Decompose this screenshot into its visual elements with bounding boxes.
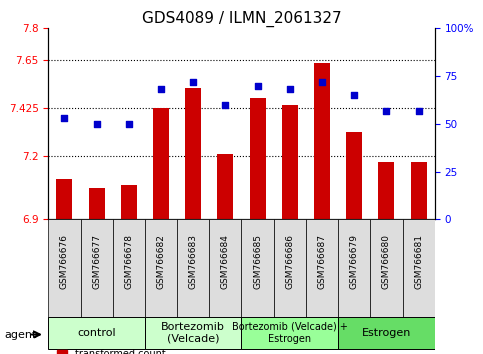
Text: Bortezomib
(Velcade): Bortezomib (Velcade) <box>161 322 225 344</box>
Bar <box>217 154 233 219</box>
FancyBboxPatch shape <box>274 219 306 319</box>
Point <box>189 79 197 85</box>
Text: GSM766680: GSM766680 <box>382 234 391 289</box>
Point <box>383 108 390 113</box>
Point <box>93 121 100 127</box>
FancyBboxPatch shape <box>306 219 338 319</box>
Text: Estrogen: Estrogen <box>362 328 411 338</box>
FancyBboxPatch shape <box>48 219 81 319</box>
Text: GSM766685: GSM766685 <box>253 234 262 289</box>
Text: GSM766684: GSM766684 <box>221 234 230 289</box>
Bar <box>282 105 298 219</box>
FancyBboxPatch shape <box>177 219 209 319</box>
Title: GDS4089 / ILMN_2061327: GDS4089 / ILMN_2061327 <box>142 11 341 27</box>
Bar <box>185 88 201 219</box>
FancyBboxPatch shape <box>402 219 435 319</box>
Point <box>286 87 294 92</box>
Text: GSM766677: GSM766677 <box>92 234 101 289</box>
Text: Bortezomib (Velcade) +
Estrogen: Bortezomib (Velcade) + Estrogen <box>232 322 348 344</box>
Text: GSM766678: GSM766678 <box>124 234 133 289</box>
Text: GSM766687: GSM766687 <box>317 234 327 289</box>
Bar <box>346 132 362 219</box>
FancyBboxPatch shape <box>48 317 145 349</box>
Point <box>350 92 358 98</box>
Bar <box>250 98 266 219</box>
Text: GSM766682: GSM766682 <box>156 234 166 289</box>
Point <box>222 102 229 108</box>
Point <box>157 87 165 92</box>
Text: GSM766683: GSM766683 <box>189 234 198 289</box>
Point <box>415 108 423 113</box>
FancyBboxPatch shape <box>242 219 274 319</box>
Bar <box>57 179 72 219</box>
Bar <box>378 162 395 219</box>
Legend: transformed count, percentile rank within the sample: transformed count, percentile rank withi… <box>53 345 243 354</box>
Bar <box>88 188 105 219</box>
FancyBboxPatch shape <box>113 219 145 319</box>
FancyBboxPatch shape <box>145 219 177 319</box>
Bar <box>314 63 330 219</box>
Text: GSM766676: GSM766676 <box>60 234 69 289</box>
Bar <box>411 162 426 219</box>
Bar <box>153 108 169 219</box>
Text: control: control <box>77 328 116 338</box>
Point <box>60 115 68 121</box>
FancyBboxPatch shape <box>242 317 338 349</box>
FancyBboxPatch shape <box>145 317 242 349</box>
FancyBboxPatch shape <box>370 219 402 319</box>
Point <box>125 121 133 127</box>
Text: GSM766681: GSM766681 <box>414 234 423 289</box>
FancyBboxPatch shape <box>209 219 242 319</box>
Text: GSM766679: GSM766679 <box>350 234 359 289</box>
Point <box>318 79 326 85</box>
Text: agent: agent <box>5 330 37 339</box>
Point <box>254 83 261 88</box>
FancyBboxPatch shape <box>81 219 113 319</box>
Bar <box>121 185 137 219</box>
Text: GSM766686: GSM766686 <box>285 234 294 289</box>
FancyBboxPatch shape <box>338 219 370 319</box>
FancyBboxPatch shape <box>338 317 435 349</box>
